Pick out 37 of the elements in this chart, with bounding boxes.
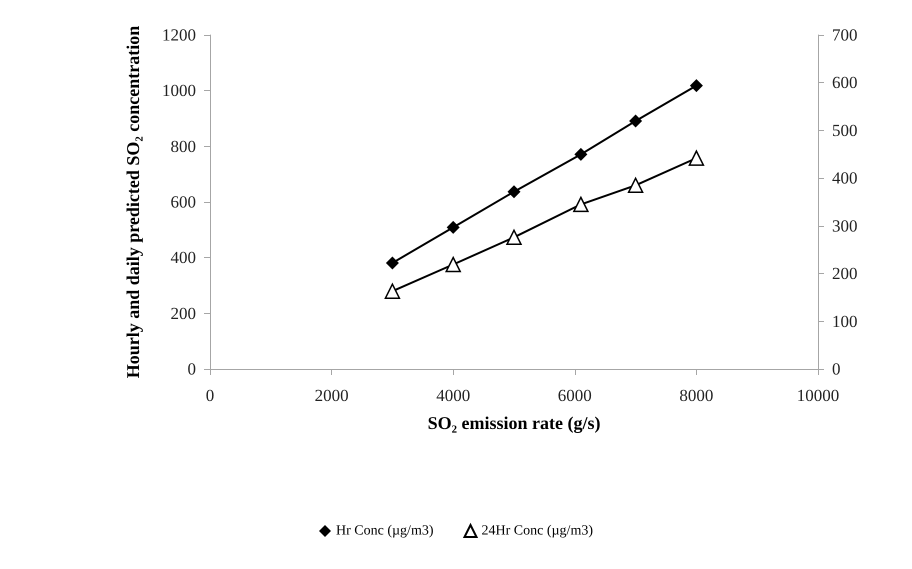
- y-tick-label: 0: [188, 360, 196, 378]
- y-tick-label: 200: [170, 304, 196, 323]
- x-tick-label: 6000: [558, 386, 592, 405]
- legend-label: Hr Conc (µg/m3): [336, 524, 434, 538]
- legend-label: 24Hr Conc (µg/m3): [482, 524, 594, 538]
- x-tick-label: 4000: [436, 386, 470, 405]
- y2-tick-label: 100: [832, 312, 858, 331]
- x-tick-label: 2000: [314, 386, 349, 405]
- y2-tick-label: 500: [832, 120, 858, 140]
- y2-tick-label: 700: [832, 26, 858, 44]
- y2-tick-label: 600: [832, 73, 858, 92]
- point: [690, 79, 703, 92]
- point: [384, 283, 400, 299]
- y-tick-label: 800: [170, 136, 196, 156]
- point: [629, 114, 642, 128]
- point: [446, 220, 460, 234]
- x-tick-label: 10000: [796, 386, 840, 405]
- x-tick-label: 0: [206, 386, 214, 405]
- y2-tick-label: 300: [832, 216, 858, 236]
- y-tick-label: 600: [170, 192, 196, 212]
- x-tick-label: 8000: [679, 386, 714, 405]
- point: [574, 148, 588, 161]
- point: [445, 256, 461, 272]
- y-tick-label: 1000: [162, 81, 196, 100]
- y-tick-label: 1200: [162, 26, 196, 44]
- point: [506, 230, 522, 246]
- y-axis-title: Hourly and daily predicted SO₂ concentration: [123, 26, 143, 378]
- point: [628, 178, 644, 194]
- y2-tick-label: 200: [832, 264, 858, 284]
- y2-tick-label: 400: [832, 168, 858, 188]
- point: [386, 256, 399, 270]
- point: [508, 185, 520, 198]
- y2-tick-label: 0: [832, 360, 840, 378]
- x-axis-title: SO₂ emission rate (g/s): [428, 413, 600, 433]
- point: [573, 196, 589, 212]
- point: [688, 150, 704, 166]
- y-tick-label: 400: [170, 248, 196, 268]
